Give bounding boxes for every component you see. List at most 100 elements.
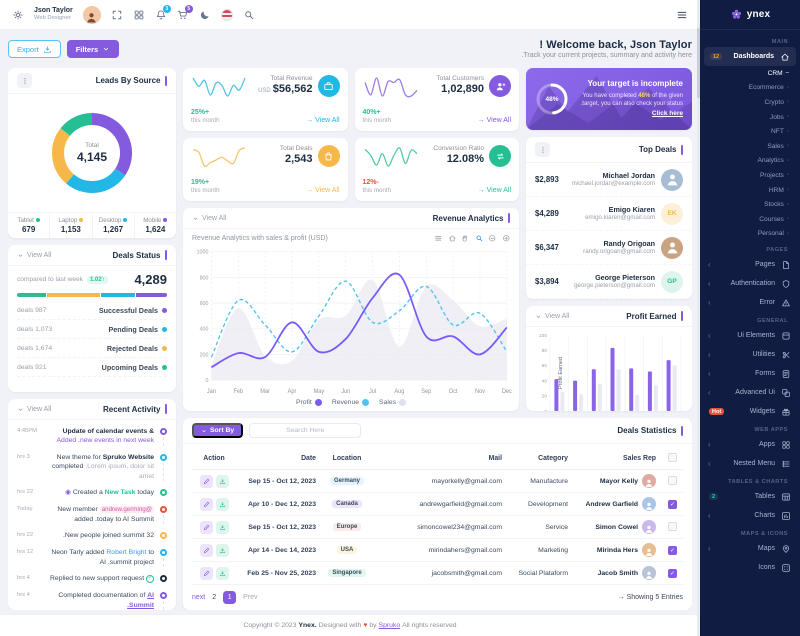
sidebar-item[interactable]: Personal ◦ [700,227,800,242]
table-row[interactable]: Sep 15 - Oct 12, 2023 Germany mayorkelly… [192,469,683,493]
sidebar-item[interactable]: MAPS & ICONS [700,525,800,539]
select-all-checkbox[interactable] [668,453,677,462]
sidebar-item[interactable]: GENERAL [700,312,800,326]
col-sales-rep[interactable]: Sales Rep [574,448,662,470]
download-button[interactable] [215,566,229,580]
chart-pan-icon[interactable] [461,234,470,243]
filters-button[interactable]: Filters [66,40,120,58]
activity-item[interactable]: hrs 22 ◉ Created a New Task today [8,485,176,502]
click-here-link[interactable]: Click here [651,109,683,117]
sort-by-button[interactable]: Sort By [192,423,244,438]
sidebar-item[interactable]: Ecommerce ◦ [700,81,800,96]
page-2-button[interactable]: 2 [212,594,217,601]
page-scrollbar[interactable] [697,0,700,636]
user-block[interactable]: Json Taylor Web Designer [34,7,73,22]
sidebar-logo[interactable]: ynex [700,0,800,30]
settings-gear-icon[interactable] [12,9,24,21]
table-search-input[interactable] [249,423,362,438]
sidebar-item[interactable]: Hot Widgets [700,402,800,421]
edit-button[interactable] [199,474,213,488]
edit-button[interactable] [199,520,213,534]
sidebar-item[interactable]: ‹ Maps [700,539,800,558]
col-location[interactable]: Location [322,448,372,470]
card-options-button[interactable] [17,73,32,88]
sidebar-item[interactable]: TABLES & CHARTS [700,473,800,487]
cart-button[interactable]: 5 [177,4,193,21]
dark-mode-moon-icon[interactable] [199,9,211,21]
sidebar-toggle-icon[interactable] [676,9,688,21]
chart-home-icon[interactable] [448,234,457,243]
sidebar-item[interactable]: Jobs ◦ [700,110,800,125]
sidebar-item[interactable]: Analytics ◦ [700,154,800,169]
sidebar-item[interactable]: ‹ Authentication [700,274,800,293]
table-row[interactable]: Apr 14 - Dec 14, 2023 USA mirindahers@gm… [192,538,683,562]
sidebar-item[interactable]: ‹ Pages [700,255,800,274]
top-deal-row[interactable]: $2,893 Michael Jordan michael.jordan@exa… [526,163,692,197]
view-all-button[interactable]: View All [17,406,51,413]
view-all-link[interactable]: → View All [306,117,340,124]
chart-zoom-icon[interactable] [475,234,484,243]
top-deal-row[interactable]: $3,894 George Pieterson george.pieterson… [526,265,692,299]
sidebar-item[interactable]: CRM – [700,66,800,81]
page-1-button[interactable]: 1 [223,591,237,604]
legend-item[interactable]: Sales [379,399,407,406]
sidebar-item[interactable]: 12 Dashboards [704,47,796,66]
activity-item[interactable]: Today New member andrew.germing@ added .… [8,502,176,528]
sidebar-item[interactable]: Sales ◦ [700,139,800,154]
view-all-button[interactable]: View All [17,252,51,259]
col-mail[interactable]: Mail [372,448,508,470]
notifications-button[interactable]: 3 [155,4,171,21]
sidebar-item[interactable]: HRM ◦ [700,183,800,198]
activity-item[interactable]: hrs 4 Replied to new support request ✓ [8,571,176,588]
language-flag-icon[interactable] [220,8,233,21]
col-action[interactable]: Action [192,448,236,470]
legend-item[interactable]: Profit [296,399,322,406]
view-all-link[interactable]: → View All [306,187,340,194]
next-page-button[interactable]: next [192,594,206,601]
user-avatar[interactable] [82,5,101,24]
sidebar-item[interactable]: 2 Tables [700,487,800,506]
col-date[interactable]: Date [236,448,322,470]
view-all-link[interactable]: → View All [477,187,511,194]
sidebar-item[interactable]: Crypto ◦ [700,95,800,110]
prev-page-button[interactable]: Prev [243,594,258,601]
chart-zoom-in-icon[interactable] [502,234,511,243]
sidebar-item[interactable]: ‹ Nested Menu [700,454,800,473]
sidebar-item[interactable]: ‹ Advanced Ui [700,383,800,402]
sidebar-item[interactable]: ‹ Apps [700,435,800,454]
edit-button[interactable] [199,543,213,557]
table-row[interactable]: Apr 10 - Dec 12, 2023 Canada andrewgarfi… [192,492,683,516]
view-all-button[interactable]: View All [535,313,569,320]
legend-item[interactable]: Revenue [332,399,370,406]
sidebar-item[interactable]: MAIN [700,33,800,47]
edit-button[interactable] [199,566,213,580]
activity-item[interactable]: hrs 4 Completed documentation of AI .Sum… [8,588,176,610]
activity-item[interactable]: hrs 22 .New people joined summit 32 [8,528,176,545]
download-button[interactable] [215,543,229,557]
edit-button[interactable] [199,497,213,511]
sidebar-item[interactable]: NFT ◦ [700,124,800,139]
export-button[interactable]: Export [8,40,61,58]
top-deal-row[interactable]: $6,347 Randy Origoan randy.origoan@gmail… [526,231,692,265]
sidebar-item[interactable]: ‹ Forms [700,364,800,383]
sidebar-item[interactable]: Courses ◦ [700,212,800,227]
download-button[interactable] [215,474,229,488]
sidebar-item[interactable]: ‹ Ui Elements [700,326,800,345]
sidebar-item[interactable]: PAGES [700,241,800,255]
sidebar-item[interactable]: WEB APPS [700,421,800,435]
sidebar-item[interactable]: Projects ◦ [700,168,800,183]
activity-item[interactable]: 4:45PM Update of calendar events & Added… [8,423,176,449]
fullscreen-icon[interactable] [111,9,123,21]
activity-item[interactable]: hrs 12 Neon Tarly added Robert Bright to… [8,545,176,571]
spruko-link[interactable]: Spruko [378,622,401,629]
row-checkbox[interactable] [668,568,677,578]
view-all-button[interactable]: View All [192,215,226,222]
table-row[interactable]: Feb 25 - Nov 25, 2023 Singapore jacobsmi… [192,561,683,585]
col-category[interactable]: Category [508,448,574,470]
chart-menu-icon[interactable] [434,234,443,243]
download-button[interactable] [215,497,229,511]
search-icon[interactable] [243,9,255,21]
card-options-button[interactable] [535,142,550,157]
sidebar-item[interactable]: ‹ Utilities [700,345,800,364]
sidebar-item[interactable]: ‹ Error [700,293,800,312]
